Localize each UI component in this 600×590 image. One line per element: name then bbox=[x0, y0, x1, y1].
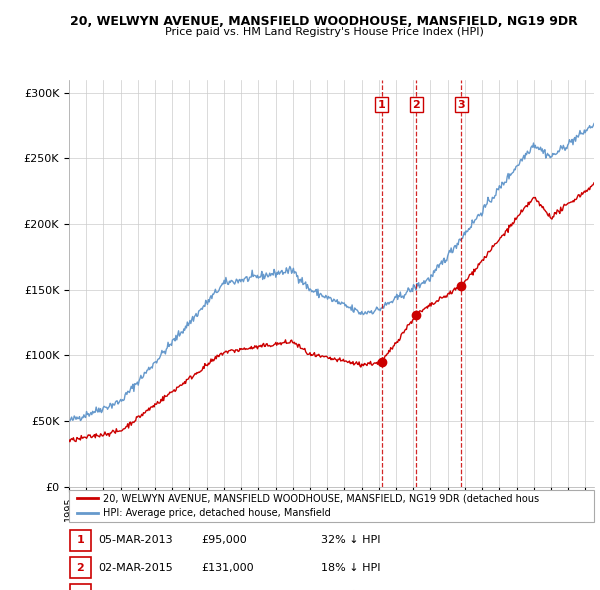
Text: 02-MAR-2015: 02-MAR-2015 bbox=[98, 563, 173, 572]
Text: 32% ↓ HPI: 32% ↓ HPI bbox=[321, 536, 380, 545]
Text: 3: 3 bbox=[458, 100, 465, 110]
Text: 2: 2 bbox=[77, 563, 84, 572]
Text: £95,000: £95,000 bbox=[201, 536, 247, 545]
Text: HPI: Average price, detached house, Mansfield: HPI: Average price, detached house, Mans… bbox=[103, 509, 331, 519]
Text: 2: 2 bbox=[412, 100, 420, 110]
Text: £131,000: £131,000 bbox=[201, 563, 254, 572]
Text: Price paid vs. HM Land Registry's House Price Index (HPI): Price paid vs. HM Land Registry's House … bbox=[164, 27, 484, 37]
Text: 1: 1 bbox=[77, 536, 84, 545]
Text: 18% ↓ HPI: 18% ↓ HPI bbox=[321, 563, 380, 572]
Text: 1: 1 bbox=[378, 100, 386, 110]
Text: 20, WELWYN AVENUE, MANSFIELD WOODHOUSE, MANSFIELD, NG19 9DR: 20, WELWYN AVENUE, MANSFIELD WOODHOUSE, … bbox=[70, 15, 578, 28]
Text: 05-MAR-2013: 05-MAR-2013 bbox=[98, 536, 172, 545]
Text: 20, WELWYN AVENUE, MANSFIELD WOODHOUSE, MANSFIELD, NG19 9DR (detached hous: 20, WELWYN AVENUE, MANSFIELD WOODHOUSE, … bbox=[103, 493, 539, 503]
